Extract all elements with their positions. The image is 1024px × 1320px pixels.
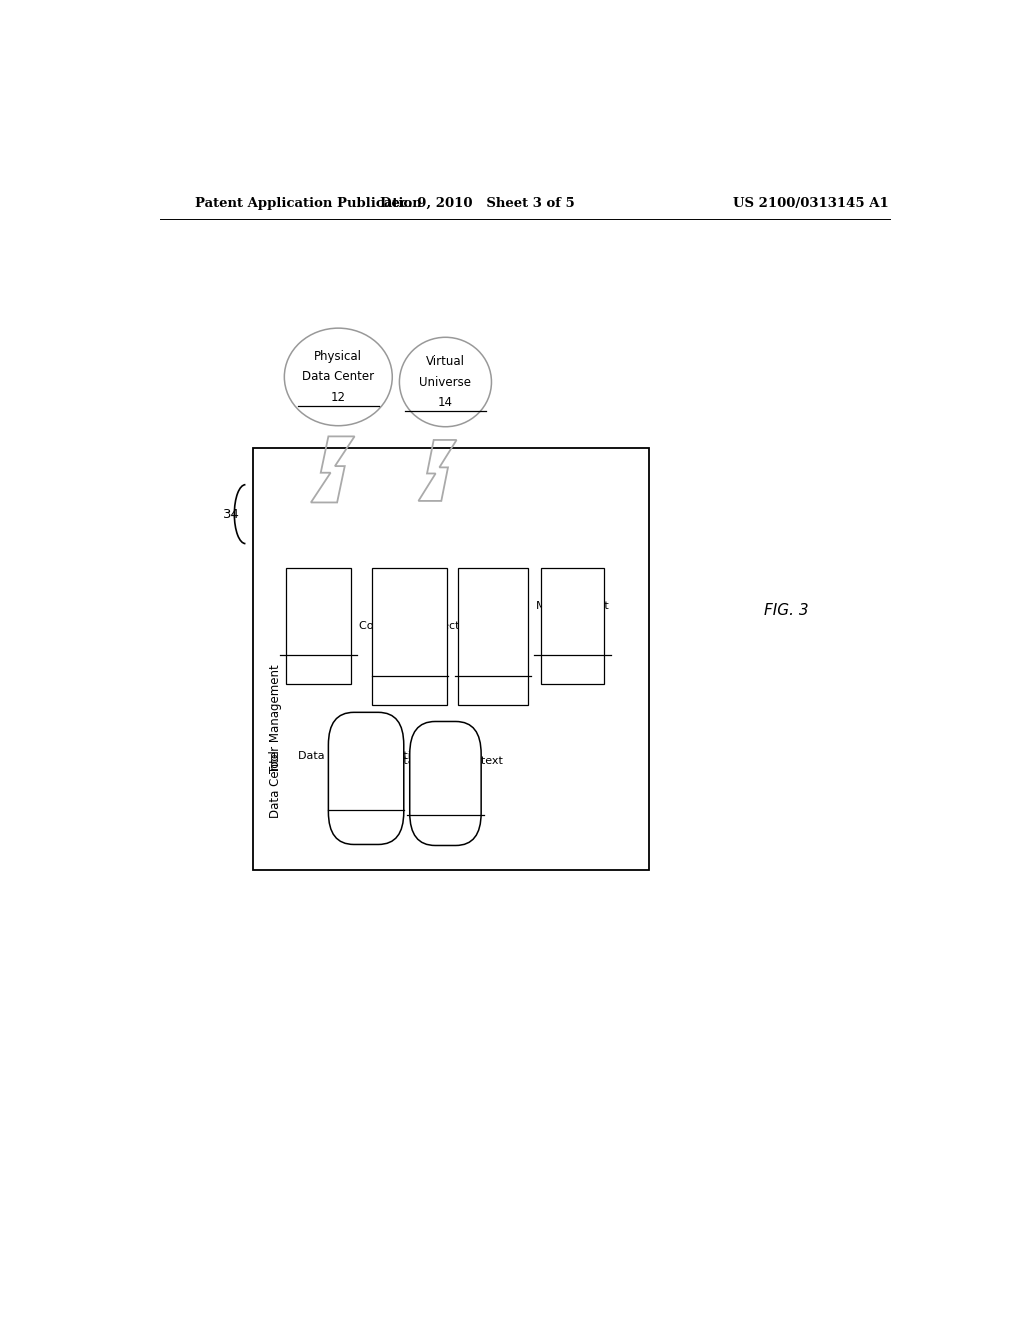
Text: 40: 40	[438, 801, 453, 810]
Text: Dec. 9, 2010   Sheet 3 of 5: Dec. 9, 2010 Sheet 3 of 5	[380, 197, 574, 210]
Text: 38: 38	[359, 796, 373, 805]
Text: Database: Database	[419, 779, 472, 788]
Text: 34: 34	[223, 508, 240, 520]
FancyBboxPatch shape	[253, 447, 648, 870]
Text: Data Center: Data Center	[302, 371, 375, 383]
Ellipse shape	[285, 329, 392, 426]
FancyBboxPatch shape	[286, 568, 351, 684]
Text: Tool: Tool	[269, 751, 282, 774]
Text: 44: 44	[486, 661, 500, 672]
Text: Component: Component	[461, 642, 525, 651]
FancyBboxPatch shape	[372, 568, 447, 705]
Text: Data Center Operational: Data Center Operational	[298, 751, 434, 762]
Ellipse shape	[399, 338, 492, 426]
Text: Universe: Universe	[420, 375, 471, 388]
Text: 42: 42	[311, 642, 326, 651]
FancyBboxPatch shape	[410, 722, 481, 846]
Text: 36: 36	[402, 661, 417, 672]
Text: 14: 14	[438, 396, 453, 409]
Text: 12: 12	[331, 391, 346, 404]
Text: Simulation: Simulation	[289, 601, 348, 611]
Text: Patent Application Publication: Patent Application Publication	[196, 197, 422, 210]
FancyBboxPatch shape	[458, 568, 528, 705]
Text: Data Center Context: Data Center Context	[388, 756, 503, 766]
FancyBboxPatch shape	[329, 713, 403, 845]
Text: Physical: Physical	[314, 350, 362, 363]
Text: Data Center Management: Data Center Management	[269, 665, 282, 818]
Text: Contextual Object: Contextual Object	[359, 620, 460, 631]
Text: Operational: Operational	[461, 601, 525, 611]
Text: US 2100/0313145 A1: US 2100/0313145 A1	[732, 197, 889, 210]
Text: Management: Management	[536, 601, 609, 611]
Text: 46: 46	[565, 642, 580, 651]
FancyBboxPatch shape	[541, 568, 604, 684]
Text: Data Center: Data Center	[376, 601, 443, 611]
Text: Change: Change	[472, 620, 514, 631]
Text: Component: Component	[286, 620, 351, 631]
Text: FIG. 3: FIG. 3	[764, 603, 809, 618]
Text: Database: Database	[340, 774, 392, 783]
Text: Component: Component	[540, 620, 605, 631]
Text: Component: Component	[378, 642, 442, 651]
Text: Virtual: Virtual	[426, 355, 465, 368]
